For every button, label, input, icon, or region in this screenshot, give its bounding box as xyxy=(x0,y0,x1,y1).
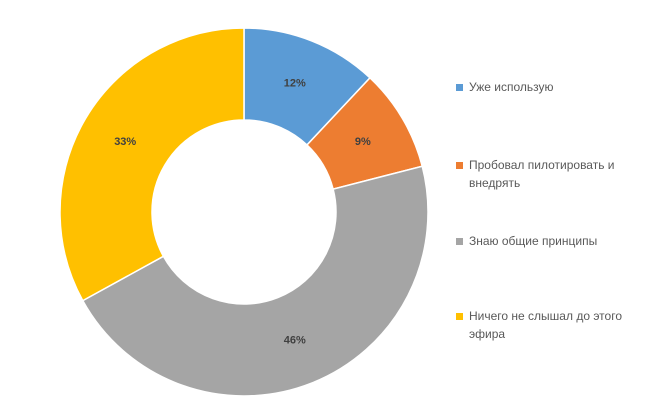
legend-label-tried-piloting: Пробовал пилотировать и внедрять xyxy=(469,158,615,190)
data-label-never-heard: 33% xyxy=(114,136,136,148)
data-label-know-principles: 46% xyxy=(284,334,306,346)
legend-item-know-principles: Знаю общие принципы xyxy=(456,234,646,250)
legend-swatch-never-heard xyxy=(456,313,463,320)
data-label-tried-piloting: 9% xyxy=(355,136,371,148)
legend: Уже использую Пробовал пилотировать и вн… xyxy=(456,0,646,420)
legend-item-never-heard: Ничего не слышал до этого эфира xyxy=(456,309,646,343)
data-label-already-using: 12% xyxy=(284,78,306,90)
donut-slices xyxy=(59,27,429,397)
legend-item-already-using: Уже использую xyxy=(456,80,646,96)
slice-know-principles xyxy=(81,165,429,397)
legend-swatch-already-using xyxy=(456,84,463,91)
donut-data-labels: 12% 9% 46% 33% xyxy=(114,78,371,347)
legend-swatch-know-principles xyxy=(456,238,463,245)
legend-swatch-tried-piloting xyxy=(456,162,463,169)
legend-label-never-heard: Ничего не слышал до этого эфира xyxy=(469,309,623,341)
legend-label-already-using: Уже использую xyxy=(469,80,554,94)
slice-never-heard xyxy=(59,27,245,302)
legend-item-tried-piloting: Пробовал пилотировать и внедрять xyxy=(456,158,646,192)
legend-label-know-principles: Знаю общие принципы xyxy=(469,234,598,248)
